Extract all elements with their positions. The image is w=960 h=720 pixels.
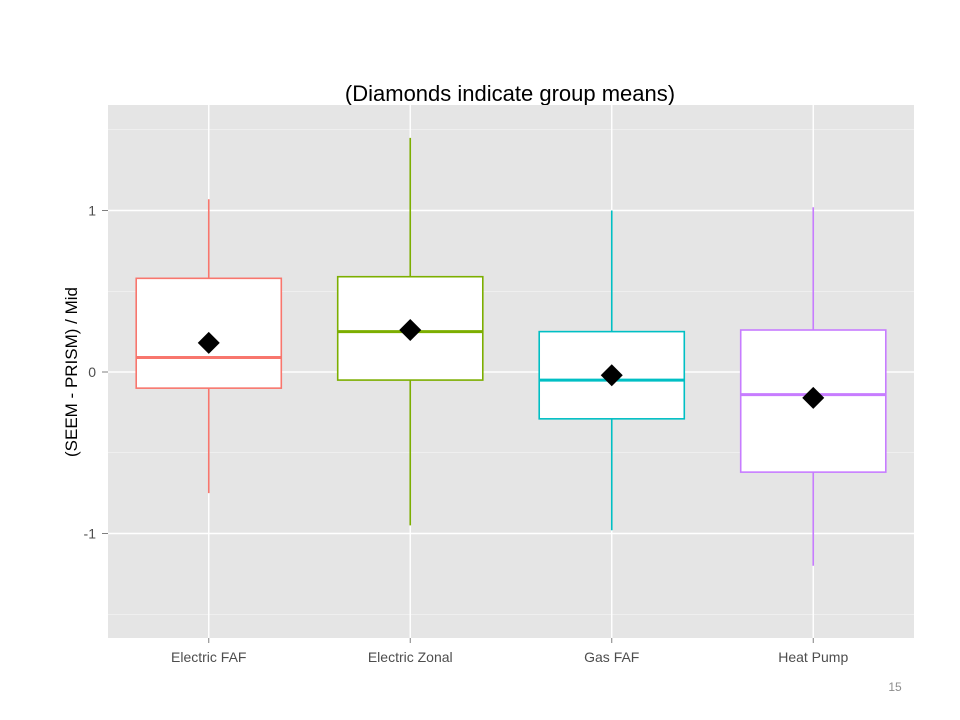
mean-diamond <box>600 364 623 387</box>
slide-page-number: 15 <box>888 680 902 694</box>
boxplot-group <box>538 210 686 531</box>
y-axis-title: (SEEM - PRISM) / Mid <box>62 287 81 457</box>
x-tick-label: Gas FAF <box>584 649 639 665</box>
boxplot-group <box>336 137 484 526</box>
y-axis-ticks: -1 0 1 <box>84 203 108 542</box>
boxplot-group <box>739 207 887 566</box>
x-tick-label: Electric Zonal <box>368 649 453 665</box>
y-tick-label: -1 <box>84 526 97 542</box>
y-tick-label: 1 <box>88 203 96 219</box>
boxplot-group <box>135 199 283 494</box>
x-tick-label: Electric FAF <box>171 649 246 665</box>
x-tick-label: Heat Pump <box>778 649 848 665</box>
mean-diamond <box>197 331 220 354</box>
box-layer <box>135 137 887 566</box>
chart-title: (Diamonds indicate group means) <box>345 81 675 106</box>
mean-diamond <box>802 386 825 409</box>
mean-diamond <box>399 319 422 342</box>
y-tick-label: 0 <box>88 364 96 380</box>
x-axis-ticks: Electric FAF Electric Zonal Gas FAF Heat Pu… <box>171 638 848 665</box>
